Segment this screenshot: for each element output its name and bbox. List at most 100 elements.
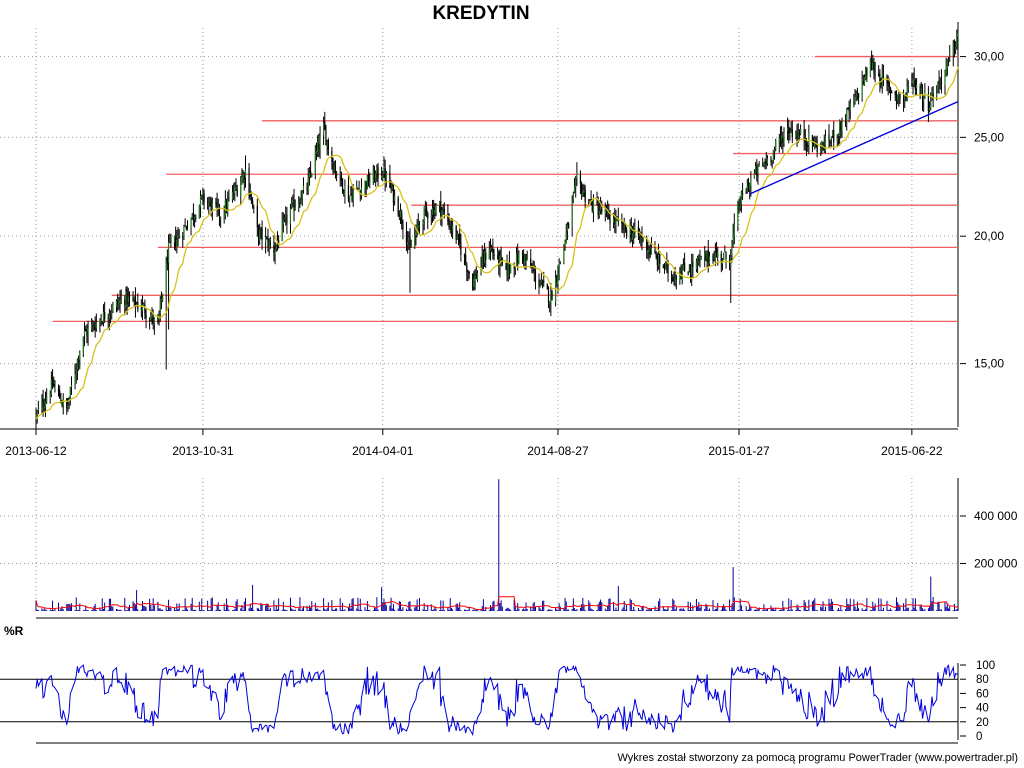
- candle-body: [526, 257, 528, 261]
- candle-body: [397, 197, 399, 215]
- candle-body: [298, 202, 300, 208]
- candle-body: [377, 167, 379, 179]
- candle-body: [795, 132, 797, 137]
- candle-body: [43, 406, 45, 408]
- candle-body: [584, 189, 586, 202]
- candle-body: [324, 121, 326, 131]
- candle-body: [912, 79, 914, 84]
- candle-body: [433, 207, 435, 217]
- candle-body: [132, 297, 134, 301]
- candle-body: [35, 414, 37, 418]
- candle-body: [94, 326, 96, 330]
- candle-body: [895, 95, 898, 99]
- volume-average-line: [35, 596, 959, 611]
- candle-body: [733, 224, 735, 235]
- candle-body: [125, 291, 127, 308]
- candle-body: [250, 198, 253, 200]
- candle-body: [697, 257, 699, 262]
- candle-body: [42, 399, 44, 408]
- candle-body: [268, 241, 270, 250]
- candle-body: [855, 92, 857, 96]
- candle-body: [641, 234, 643, 242]
- williams-r-label: %R: [4, 624, 24, 638]
- trendline: [749, 100, 959, 195]
- candle-body: [425, 207, 428, 212]
- candle-body: [940, 79, 943, 85]
- candle-body: [708, 256, 711, 264]
- candle-body: [69, 386, 71, 399]
- candle-body: [422, 221, 424, 225]
- candle-body: [831, 130, 834, 137]
- candle-body: [282, 219, 284, 224]
- candle-body: [679, 275, 681, 281]
- candle-body: [699, 256, 701, 260]
- candle-body: [496, 251, 499, 255]
- candle-body: [615, 218, 617, 226]
- candle-body: [689, 270, 692, 273]
- candle-body: [339, 172, 341, 177]
- candle-body: [738, 204, 740, 206]
- candle-body: [391, 186, 393, 190]
- candle-body: [616, 218, 618, 220]
- candle-body: [556, 275, 558, 283]
- candle-body: [308, 173, 311, 178]
- candle-body: [83, 330, 86, 335]
- candle-body: [334, 166, 337, 174]
- candle-body: [302, 185, 305, 191]
- candle-body: [906, 86, 908, 93]
- candle-body: [923, 96, 925, 102]
- candle-body: [474, 275, 476, 281]
- candle-body: [293, 198, 295, 212]
- candle-body: [821, 141, 823, 147]
- candle-body: [364, 181, 366, 189]
- candle-body: [394, 196, 396, 202]
- candle-body: [273, 245, 275, 254]
- candle-body: [427, 213, 429, 219]
- candle-body: [508, 261, 511, 271]
- candle-body: [572, 193, 574, 202]
- candle-body: [492, 249, 494, 254]
- candle-body: [856, 91, 858, 94]
- candle-body: [399, 210, 402, 218]
- candle-body: [220, 218, 222, 220]
- candle-body: [440, 200, 442, 216]
- candle-body: [269, 241, 271, 245]
- candle-body: [714, 252, 716, 263]
- candle-body: [228, 197, 230, 199]
- candle-body: [905, 93, 907, 96]
- candle-body: [360, 187, 363, 194]
- candle-body: [932, 92, 934, 98]
- candle-body: [36, 411, 38, 414]
- candle-body: [466, 264, 468, 272]
- candle-body: [920, 88, 922, 95]
- candle-body: [650, 247, 653, 255]
- candle-body: [955, 46, 957, 50]
- candle-body: [695, 261, 698, 270]
- candle-body: [837, 134, 840, 137]
- candle-body: [847, 107, 849, 109]
- x-tick-label: 2014-04-01: [352, 444, 414, 458]
- candle-body: [605, 210, 608, 212]
- candle-body: [559, 261, 561, 263]
- candle-body: [467, 270, 469, 272]
- y-tick-label: 20,00: [974, 229, 1004, 243]
- y-tick-label: 15,00: [974, 357, 1004, 371]
- candle-body: [659, 253, 661, 265]
- candle-body: [211, 202, 213, 212]
- candle-body: [663, 265, 666, 269]
- candle-body: [783, 133, 785, 144]
- candle-body: [145, 314, 147, 319]
- candle-body: [216, 202, 218, 207]
- candle-body: [175, 237, 177, 247]
- candle-body: [539, 284, 541, 288]
- candle-body: [952, 42, 954, 56]
- candle-body: [333, 167, 335, 172]
- candle-body: [915, 84, 918, 88]
- candle-body: [107, 317, 109, 319]
- candle-body: [382, 175, 384, 179]
- candle-body: [209, 200, 211, 202]
- candle-body: [762, 164, 764, 166]
- candle-body: [854, 96, 856, 103]
- candle-body: [223, 213, 225, 221]
- candle-body: [350, 194, 352, 196]
